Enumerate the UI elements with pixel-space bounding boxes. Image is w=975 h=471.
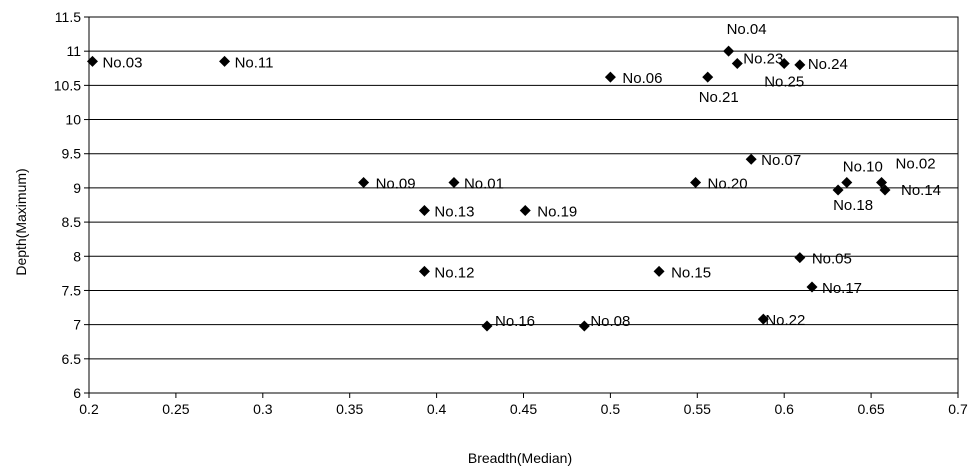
point-label: No.12 <box>434 264 474 281</box>
x-axis-title: Breadth(Median) <box>468 450 572 466</box>
point-label: No.10 <box>843 158 883 175</box>
point-label: No.19 <box>537 203 577 220</box>
data-point-no25 <box>778 57 790 69</box>
data-point-no01 <box>448 176 460 188</box>
y-tick-label: 6.5 <box>62 351 82 367</box>
point-label: No.23 <box>743 50 783 67</box>
point-label: No.07 <box>761 152 801 169</box>
point-label: No.03 <box>102 54 142 71</box>
point-label: No.16 <box>495 313 535 330</box>
point-label: No.15 <box>671 264 711 281</box>
data-point-no07 <box>745 153 757 165</box>
point-label: No.08 <box>590 313 630 330</box>
data-point-no20 <box>690 176 702 188</box>
y-tick-labels: 6 6.5 7 7.5 8 8.5 9 9.5 10 10.5 11 11.5 <box>54 9 81 401</box>
axes <box>84 16 959 398</box>
data-point-no11 <box>219 55 231 67</box>
y-tick-label: 8 <box>73 248 81 264</box>
data-point-no13 <box>418 204 430 216</box>
data-point-no23 <box>731 57 743 69</box>
data-point-no10 <box>841 176 853 188</box>
data-point-no05 <box>794 252 806 264</box>
x-tick-label: 0.7 <box>948 401 968 417</box>
y-tick-label: 8.5 <box>62 214 82 230</box>
point-label: No.04 <box>727 21 767 38</box>
y-tick-label: 10 <box>65 112 81 128</box>
point-label: No.05 <box>812 251 852 268</box>
data-point-no14 <box>879 184 891 196</box>
point-label: No.21 <box>699 89 739 106</box>
point-label: No.11 <box>235 54 274 71</box>
x-tick-label: 0.2 <box>79 401 99 417</box>
data-point-no16 <box>481 320 493 332</box>
x-tick-label: 0.65 <box>857 401 884 417</box>
data-point-no18 <box>832 184 844 196</box>
y-tick-label: 9 <box>73 180 81 196</box>
data-point-no06 <box>604 71 616 83</box>
point-label: No.24 <box>808 56 848 73</box>
data-point-no19 <box>519 204 531 216</box>
x-tick-label: 0.55 <box>684 401 711 417</box>
data-point-no04 <box>723 45 735 57</box>
y-tick-label: 6 <box>73 385 81 401</box>
x-tick-label: 0.45 <box>510 401 537 417</box>
x-tick-label: 0.6 <box>774 401 794 417</box>
point-label: No.01 <box>464 175 504 192</box>
y-tick-label: 9.5 <box>62 146 82 162</box>
data-point-no22 <box>757 313 769 325</box>
data-point-no24 <box>794 59 806 71</box>
x-tick-label: 0.5 <box>601 401 621 417</box>
point-label: No.17 <box>822 280 862 297</box>
point-label: No.22 <box>765 312 805 329</box>
data-point-no21 <box>702 71 714 83</box>
point-label: No.25 <box>764 73 804 90</box>
data-point-no08 <box>578 320 590 332</box>
data-point-no15 <box>653 265 665 277</box>
x-tick-label: 0.3 <box>253 401 273 417</box>
y-tick-label: 7 <box>73 317 81 333</box>
y-tick-label: 7.5 <box>62 282 82 298</box>
plot-frame <box>88 16 959 394</box>
y-tick-label: 11.5 <box>55 9 81 25</box>
x-tick-labels: 0.2 0.25 0.3 0.35 0.4 0.45 0.5 0.55 0.6 0.65 0.7 <box>79 401 968 417</box>
data-point-no17 <box>806 281 818 293</box>
point-label: No.13 <box>434 203 474 220</box>
data-points <box>86 45 891 332</box>
x-tick-label: 0.35 <box>336 401 363 417</box>
point-label: No.20 <box>708 175 748 192</box>
data-point-no03 <box>86 55 98 67</box>
x-tick-label: 0.25 <box>162 401 189 417</box>
y-tick-label: 10.5 <box>54 77 81 93</box>
point-label: No.09 <box>376 175 416 192</box>
data-point-no12 <box>418 265 430 277</box>
y-tick-label: 11 <box>66 43 81 59</box>
x-tick-label: 0.4 <box>427 401 447 417</box>
y-axis-title: Depth(Maximum) <box>13 168 29 275</box>
point-label: No.02 <box>896 155 936 172</box>
data-point-no09 <box>358 176 370 188</box>
point-label: No.14 <box>901 182 941 199</box>
point-label: No.18 <box>833 197 873 214</box>
point-label: No.06 <box>622 70 662 87</box>
gridlines <box>89 16 958 394</box>
